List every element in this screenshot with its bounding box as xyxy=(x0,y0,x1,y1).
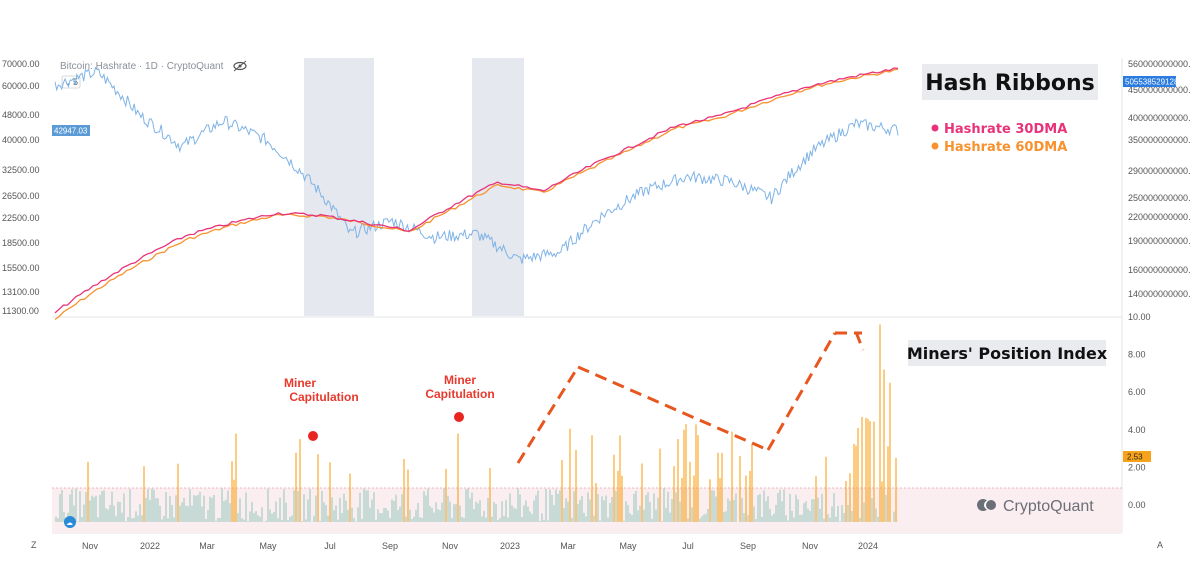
capitulation-label-2-line1: Miner xyxy=(444,373,476,387)
mpi-axis-tick: 8.00 xyxy=(1128,350,1146,360)
right-axis-tick: 250000000000. xyxy=(1128,193,1191,203)
hash-ribbons-title-box: Hash Ribbons xyxy=(922,64,1098,100)
right-axis-tick: 160000000000. xyxy=(1128,265,1191,275)
capitulation-label-1-line2: Capitulation xyxy=(289,390,358,404)
capitulation-label-2-line2: Capitulation xyxy=(425,387,494,401)
left-axis-tick: 26500.00 xyxy=(2,191,40,201)
mpi-axis-tick: 10.00 xyxy=(1128,312,1151,322)
time-axis-tick: Sep xyxy=(740,541,756,551)
right-axis-tick: 350000000000. xyxy=(1128,135,1191,145)
time-axis-tick: Jul xyxy=(682,541,694,551)
right-axis-tick: 140000000000. xyxy=(1128,289,1191,299)
ma60-series-line xyxy=(54,68,899,321)
time-axis-tick: Jul xyxy=(324,541,336,551)
eye-icon[interactable] xyxy=(233,60,247,72)
time-axis-tick: 2023 xyxy=(500,541,520,551)
left-axis-tick: 18500.00 xyxy=(2,238,40,248)
hashrate-30dma-series xyxy=(54,67,899,314)
cryptoquant-watermark: CryptoQuant xyxy=(977,498,1094,515)
time-axis-tick: Sep xyxy=(382,541,398,551)
right-axis-tick: 560000000000. xyxy=(1128,59,1191,69)
hashrate-60dma-series xyxy=(54,68,899,321)
svg-text:☁: ☁ xyxy=(66,519,73,527)
watermark-text: CryptoQuant xyxy=(1003,498,1094,515)
chevron-down-icon: ⌄ xyxy=(64,77,72,87)
time-axis-tick: 2022 xyxy=(140,541,160,551)
time-axis: Nov 2022 Mar May Jul Sep Nov 2023 Mar May Jul Sep No… xyxy=(82,541,878,551)
upper-panel xyxy=(52,58,1122,316)
chart-source-label: Bitcoin: Hashrate · 1D · CryptoQuant xyxy=(60,61,224,72)
capitulation-zone-2 xyxy=(472,58,524,316)
right-axis-tick: 220000000000. xyxy=(1128,212,1191,222)
hash-ribbons-title: Hash Ribbons xyxy=(925,71,1095,96)
mpi-axis: 10.00 8.00 6.00 4.00 2.00 0.00 xyxy=(1128,312,1151,510)
left-axis-tick: 32500.00 xyxy=(2,165,40,175)
btc-price-series xyxy=(54,66,899,264)
cloud-icon[interactable]: ☁ xyxy=(64,516,76,528)
time-axis-tick: Mar xyxy=(199,541,215,551)
capitulation-label-1-line1: Miner xyxy=(284,376,316,390)
current-hashrate-tag: 505538529128. xyxy=(1123,76,1181,87)
time-axis-tick: Nov xyxy=(442,541,459,551)
legend-30dma-dot xyxy=(931,124,939,132)
left-axis-tick: 13100.00 xyxy=(2,287,40,297)
ma30-series-line xyxy=(54,67,899,314)
legend-60dma-label: Hashrate 60DMA xyxy=(944,140,1067,155)
mpi-axis-tick: 2.00 xyxy=(1128,462,1146,472)
left-axis-tick: 70000.00 xyxy=(2,59,40,69)
svg-text:505538529128.: 505538529128. xyxy=(1125,78,1181,87)
time-axis-tick: May xyxy=(619,541,637,551)
right-hashrate-axis: 560000000000. 450000000000. 400000000000. 3… xyxy=(1128,59,1191,299)
right-axis-tick: 450000000000. xyxy=(1128,85,1191,95)
legend-30dma-label: Hashrate 30DMA xyxy=(944,122,1067,137)
left-price-axis: 70000.00 60000.00 48000.00 40000.00 32500.00… xyxy=(2,59,40,316)
mpi-trend-lines xyxy=(516,331,865,464)
capitulation-marker-2 xyxy=(454,412,464,422)
current-mpi-tag: 2.53 xyxy=(1123,451,1151,462)
right-axis-tick: 400000000000. xyxy=(1128,113,1191,123)
time-axis-tick: Nov xyxy=(802,541,819,551)
time-axis-tick: May xyxy=(259,541,277,551)
left-axis-tick: 48000.00 xyxy=(2,110,40,120)
price-line xyxy=(54,66,899,264)
trend-dash xyxy=(766,332,837,451)
capitulation-zone-1 xyxy=(304,58,374,316)
left-axis-tick: 22500.00 xyxy=(2,213,40,223)
corner-label-right[interactable]: A xyxy=(1157,540,1163,550)
mpi-bars xyxy=(55,324,899,522)
svg-text:2.53: 2.53 xyxy=(1127,453,1143,462)
mpi-axis-tick: 6.00 xyxy=(1128,387,1146,397)
mpi-axis-tick: 4.00 xyxy=(1128,425,1146,435)
left-axis-tick: 15500.00 xyxy=(2,263,40,273)
left-axis-tick: 40000.00 xyxy=(2,135,40,145)
trend-dash xyxy=(577,365,769,452)
mpi-title-box: Miners' Position Index xyxy=(907,340,1108,366)
trend-dash xyxy=(854,331,865,351)
legend: Hashrate 30DMA Hashrate 60DMA xyxy=(931,122,1067,155)
left-axis-tick: 60000.00 xyxy=(2,81,40,91)
mpi-axis-tick: 0.00 xyxy=(1128,500,1146,510)
svg-text:42947.03: 42947.03 xyxy=(54,127,88,136)
time-axis-tick: 2024 xyxy=(858,541,878,551)
right-axis-tick: 190000000000. xyxy=(1128,236,1191,246)
left-axis-tick: 11300.00 xyxy=(2,306,39,316)
time-axis-tick: Nov xyxy=(82,541,99,551)
current-price-tag: 42947.03 xyxy=(52,125,90,136)
corner-label-left[interactable]: Z xyxy=(31,540,37,550)
interval-selector[interactable]: ⌄ 5 xyxy=(61,75,81,89)
right-axis-tick: 290000000000. xyxy=(1128,166,1191,176)
legend-60dma-dot xyxy=(931,142,939,150)
capitulation-marker-1 xyxy=(308,431,318,441)
mpi-title: Miners' Position Index xyxy=(907,344,1108,363)
time-axis-tick: Mar xyxy=(560,541,576,551)
